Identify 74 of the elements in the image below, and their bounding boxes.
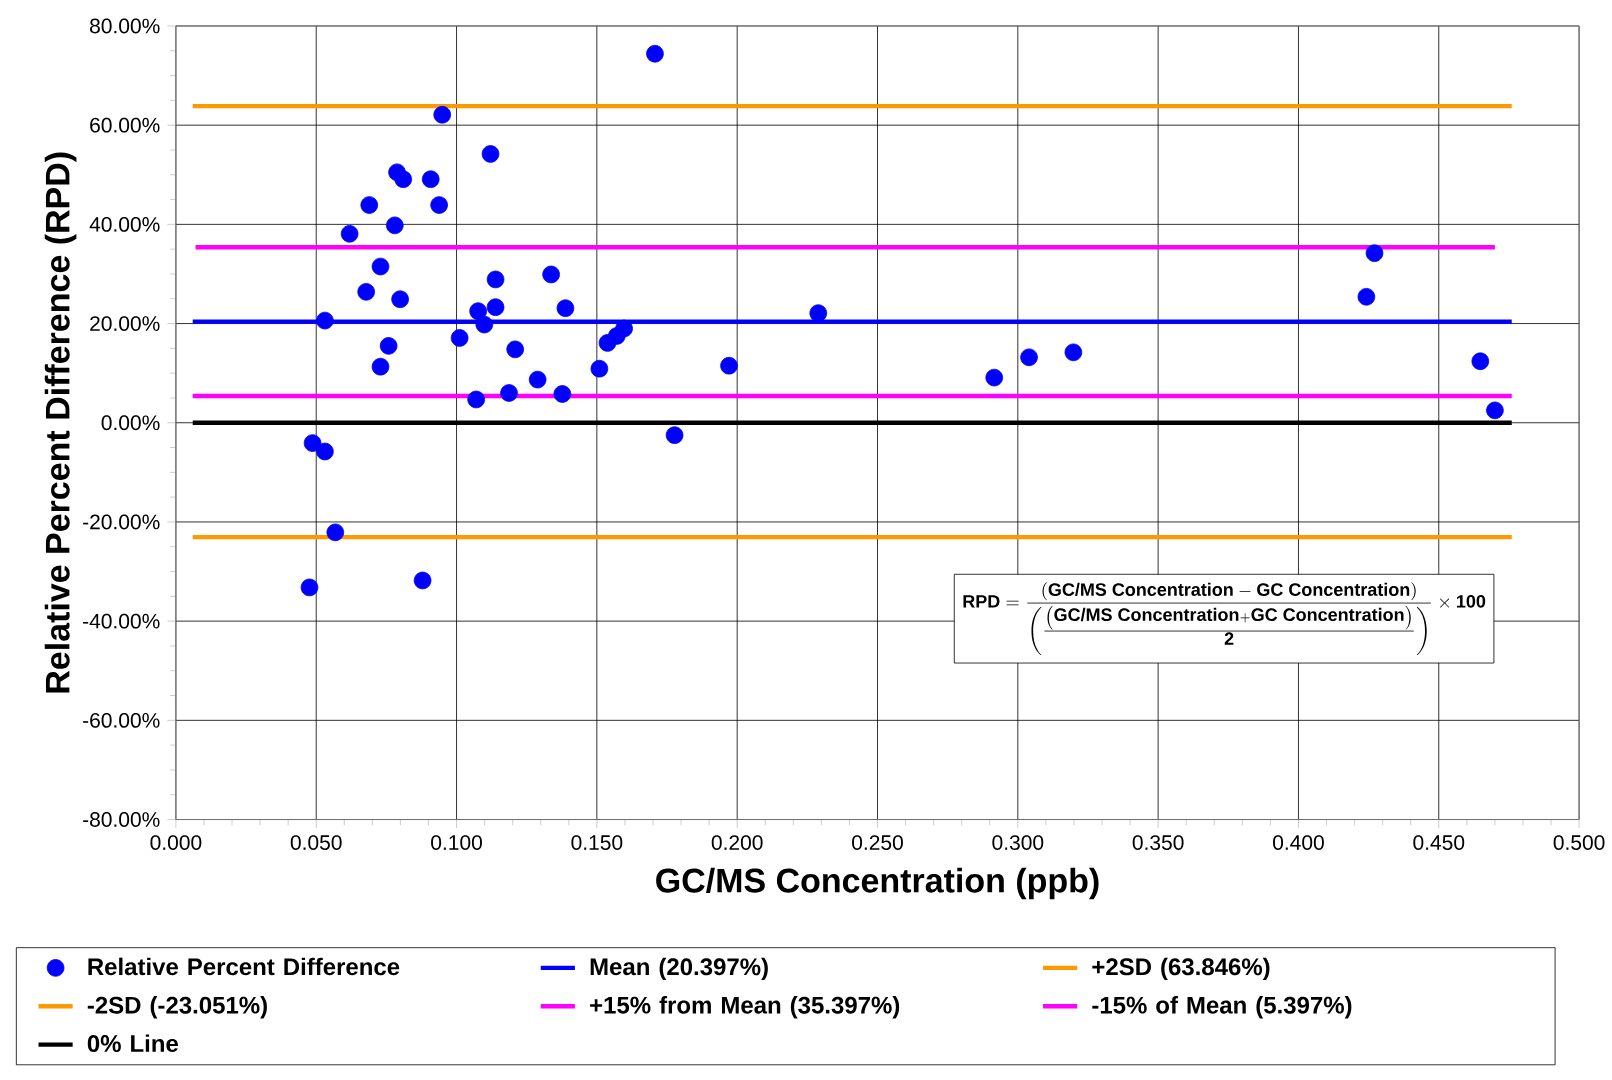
annotation: $\textbf{RPD} = \frac{\left(\textbf{GC/MS Concentration} - \textbf{GC Concentration}\right)}{\left(\frac{\left(\textbf{GC/MS Concentration} + \textbf{GC Concentration}\right)}{\textbf{2}}\right)} \times \textbf{100}$ <box>963 582 1486 655</box>
point <box>469 302 487 320</box>
point <box>486 298 505 316</box>
point <box>556 299 575 317</box>
point <box>303 434 322 452</box>
y-axis-title: Relative Percent Difference (RPD) <box>44 152 77 693</box>
point <box>379 336 398 355</box>
point <box>1471 352 1490 370</box>
legend-label: -2SD (-23.051%) <box>87 995 267 1019</box>
y-tick-label: 60.00% <box>90 117 160 133</box>
point <box>394 170 413 188</box>
point <box>433 105 452 124</box>
point <box>371 257 390 276</box>
y-tick-label: 40.00% <box>89 216 160 232</box>
point <box>646 44 664 63</box>
y-tick-label: 0.00% <box>101 415 160 431</box>
x-axis-title: GC/MS Concentration (ppb) <box>656 867 1099 900</box>
point <box>371 357 390 376</box>
point <box>1486 401 1504 419</box>
point <box>467 390 485 409</box>
x-tick-label: 0.200 <box>711 834 763 850</box>
y-tick-label: -20.00% <box>83 514 160 530</box>
point <box>590 359 609 378</box>
x-tick-label: 0.250 <box>852 834 903 850</box>
x-tick-label: 0.150 <box>571 834 623 850</box>
point <box>475 315 494 334</box>
point <box>326 523 345 541</box>
point <box>300 578 319 597</box>
legend-label: -15% of Mean (5.397%) <box>1092 995 1352 1019</box>
x-tick-label: 0.300 <box>992 834 1044 850</box>
legend-label: +15% from Mean (35.397%) <box>590 995 900 1019</box>
x-tick-label: 0.050 <box>290 834 342 850</box>
point <box>506 340 524 358</box>
point <box>421 170 440 188</box>
point <box>340 224 359 243</box>
y-tick-label: -60.00% <box>83 712 160 728</box>
legend-label: 0% Line <box>87 1034 178 1052</box>
y-tick-label: 20.00% <box>90 315 160 331</box>
point <box>1365 244 1384 262</box>
point <box>1357 287 1376 306</box>
point <box>1064 343 1083 361</box>
point <box>1020 348 1038 366</box>
point <box>391 290 409 308</box>
x-tick-label: 0.400 <box>1273 834 1324 850</box>
point <box>481 144 500 163</box>
y-tick-label: 80.00% <box>90 18 160 34</box>
y-tick-label: -80.00% <box>83 811 160 827</box>
legend-label: Mean (20.397%) <box>590 957 768 980</box>
point <box>809 304 828 322</box>
point <box>360 196 379 214</box>
point <box>486 270 505 289</box>
point <box>528 370 547 389</box>
point <box>665 426 684 444</box>
point <box>500 384 518 402</box>
x-tick-label: 0.000 <box>150 834 202 850</box>
x-tick-label: 0.100 <box>431 834 482 850</box>
point <box>413 571 432 590</box>
point <box>542 265 560 284</box>
x-tick-label: 0.350 <box>1132 834 1184 850</box>
point <box>316 311 334 330</box>
legend-label: +2SD (63.846%) <box>1092 957 1270 980</box>
legend-label: Relative Percent Difference <box>88 957 400 976</box>
point <box>720 356 738 375</box>
x-tick-label: 0.500 <box>1553 834 1605 850</box>
point <box>553 385 572 403</box>
point <box>598 333 617 352</box>
point <box>386 216 404 234</box>
x-tick-label: 0.450 <box>1413 834 1465 850</box>
point <box>316 442 334 461</box>
point <box>357 282 375 301</box>
point <box>985 368 1004 387</box>
point <box>430 196 448 214</box>
y-tick-label: -40.00% <box>83 613 160 629</box>
point <box>450 328 469 347</box>
